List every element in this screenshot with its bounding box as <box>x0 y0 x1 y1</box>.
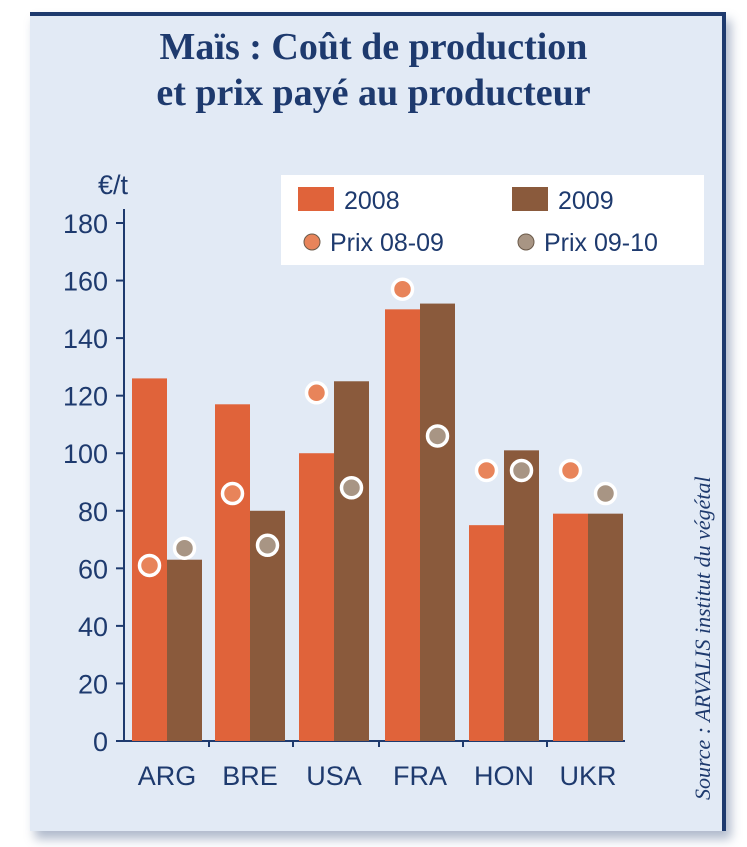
y-tick-label: 80 <box>78 497 108 527</box>
chart-title-line2: et prix payé au producteur <box>156 72 591 114</box>
y-tick-label: 160 <box>63 267 108 297</box>
legend-box <box>281 175 704 265</box>
y-tick-label: 100 <box>63 439 108 469</box>
y-axis-unit: €/t <box>98 170 129 200</box>
legend-swatch-2008 <box>298 187 334 211</box>
bar-2009-usa <box>334 381 369 741</box>
legend-label-2008: 2008 <box>344 187 400 215</box>
y-tick-label: 0 <box>93 727 108 757</box>
legend-marker-prix-09-10 <box>517 233 535 251</box>
point-prix-09-10-usa <box>339 476 364 500</box>
chart-title-line1: Maïs : Coût de production <box>159 26 588 68</box>
bar-2008-fra <box>385 309 420 741</box>
category-label-ukr: UKR <box>559 761 616 791</box>
point-prix-09-10-arg <box>172 536 197 560</box>
y-tick-label: 40 <box>78 612 108 642</box>
bar-2009-fra <box>420 303 455 741</box>
bar-2009-ukr <box>588 513 623 741</box>
point-prix-08-09-fra <box>390 277 415 301</box>
category-label-fra: FRA <box>393 761 447 791</box>
legend-label-prix-08-09: Prix 08-09 <box>330 229 444 257</box>
category-label-arg: ARG <box>138 761 197 791</box>
category-label-usa: USA <box>306 761 362 791</box>
point-prix-08-09-arg <box>137 553 162 578</box>
y-tick-label: 120 <box>63 382 108 412</box>
plot-area: 0 20 40 60 80 100 120 140 160 180 ARG BRE USA FRA HON U… <box>63 209 625 791</box>
point-prix-09-10-hon <box>509 458 534 483</box>
category-label-bre: BRE <box>222 761 278 791</box>
bar-2008-usa <box>299 453 334 741</box>
bar-2008-bre <box>215 404 250 741</box>
legend-swatch-2009 <box>512 187 548 211</box>
bar-2009-arg <box>167 559 202 741</box>
legend: 2008 2009 Prix 08-09 Prix 09-10 <box>281 175 704 265</box>
chart-title: Maïs : Coût de production et prix payé a… <box>0 24 747 116</box>
point-prix-08-09-hon <box>474 458 499 483</box>
category-label-hon: HON <box>474 761 534 791</box>
y-tick-label: 140 <box>63 324 108 354</box>
point-prix-09-10-fra <box>425 424 450 448</box>
bar-2008-hon <box>469 525 504 741</box>
point-prix-08-09-ukr <box>558 458 583 483</box>
legend-marker-prix-08-09 <box>303 233 321 251</box>
y-tick-label: 60 <box>78 554 108 584</box>
point-prix-09-10-ukr <box>593 481 618 506</box>
bar-2008-ukr <box>553 513 588 741</box>
bar-2009-hon <box>504 450 539 741</box>
y-tick-label: 180 <box>63 209 108 239</box>
point-prix-09-10-bre <box>255 533 280 558</box>
point-prix-08-09-bre <box>220 481 245 506</box>
legend-label-2009: 2009 <box>558 187 614 215</box>
point-prix-08-09-usa <box>304 381 329 405</box>
legend-label-prix-09-10: Prix 09-10 <box>544 229 658 257</box>
y-tick-label: 20 <box>78 669 108 699</box>
